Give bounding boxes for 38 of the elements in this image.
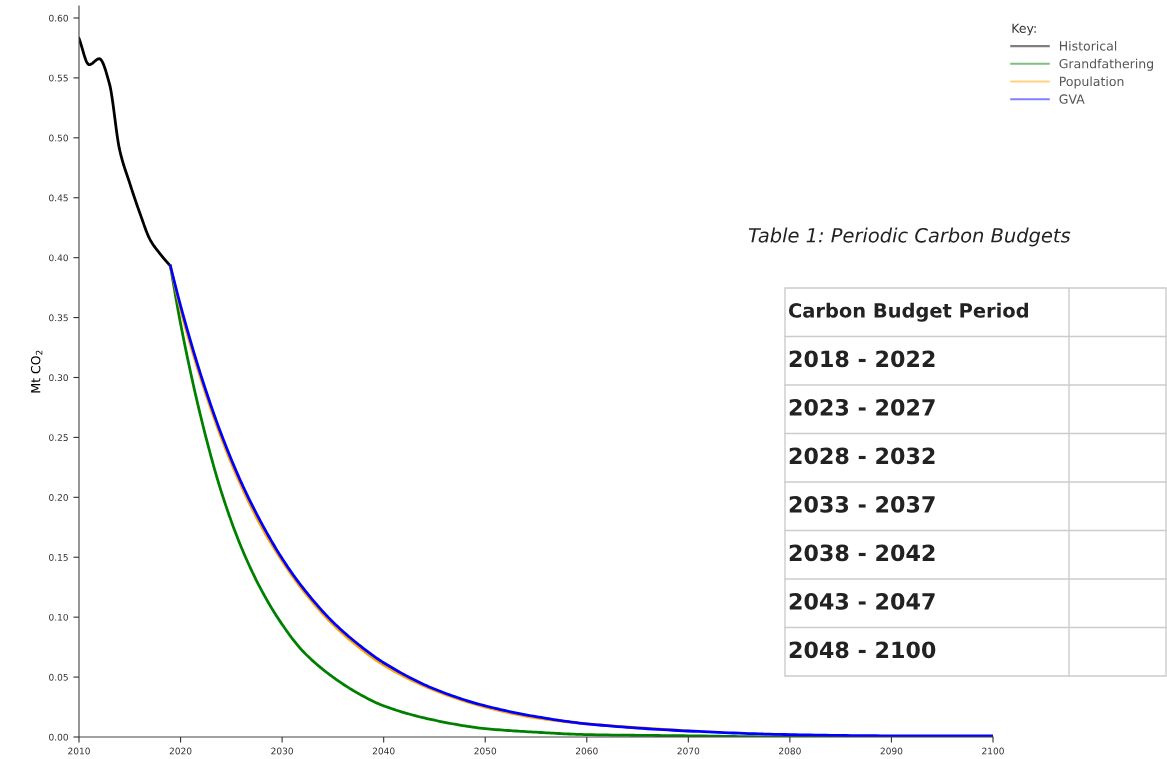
y-tick-label: 0.50 [49,134,68,142]
legend-label: GVA [1059,94,1085,104]
x-tick-label: 2070 [677,747,700,755]
x-tick-label: 2040 [372,747,395,755]
x-tick-label: 2060 [575,747,598,755]
x-tick-label: 2100 [982,747,1004,755]
x-tick-label: 2050 [474,747,497,755]
annotation: 2038 - 2042 [789,544,935,562]
legend-label: Historical [1059,40,1117,51]
y-tick-label: 0.10 [49,613,68,621]
y-axis-title: Mt CO$_{2}$ [30,350,43,393]
legend-title: Key: [1012,23,1036,36]
y-tick-label: 0.60 [49,14,68,22]
y-tick-label: 0.40 [49,254,68,262]
annotation: 2018 - 2022 [789,350,935,368]
y-tick-label: 0.35 [49,314,68,322]
annotation: Carbon Budget Period [788,302,1028,322]
y-tick-label: 0.45 [49,194,68,202]
y-tick-label: 0.15 [49,553,68,561]
annotation: 2023 - 2027 [789,398,935,416]
x-tick-label: 2020 [169,747,192,755]
legend-label: Grandfathering [1059,58,1153,71]
y-tick-label: 0.05 [49,673,68,681]
y-tick-label: 0.30 [49,374,68,382]
annotation: 2048 - 2100 [789,641,936,659]
x-tick-label: 2030 [271,747,293,755]
y-tick-label: 0.55 [49,74,68,82]
y-tick-label: 0.20 [49,494,68,501]
annotation: Table 1: Periodic Carbon Budgets [748,227,1071,247]
annotation: 2033 - 2037 [789,495,935,513]
annotation: 2043 - 2047 [789,592,935,610]
y-tick-label: 0.25 [49,434,68,441]
x-tick-label: 2080 [779,747,801,755]
x-tick-label: 2090 [880,747,903,755]
annotation: 2028 - 2032 [789,447,935,465]
legend-label: Population [1059,76,1124,89]
y-tick-label: 0.00 [49,733,68,741]
x-tick-label: 2010 [68,747,90,755]
